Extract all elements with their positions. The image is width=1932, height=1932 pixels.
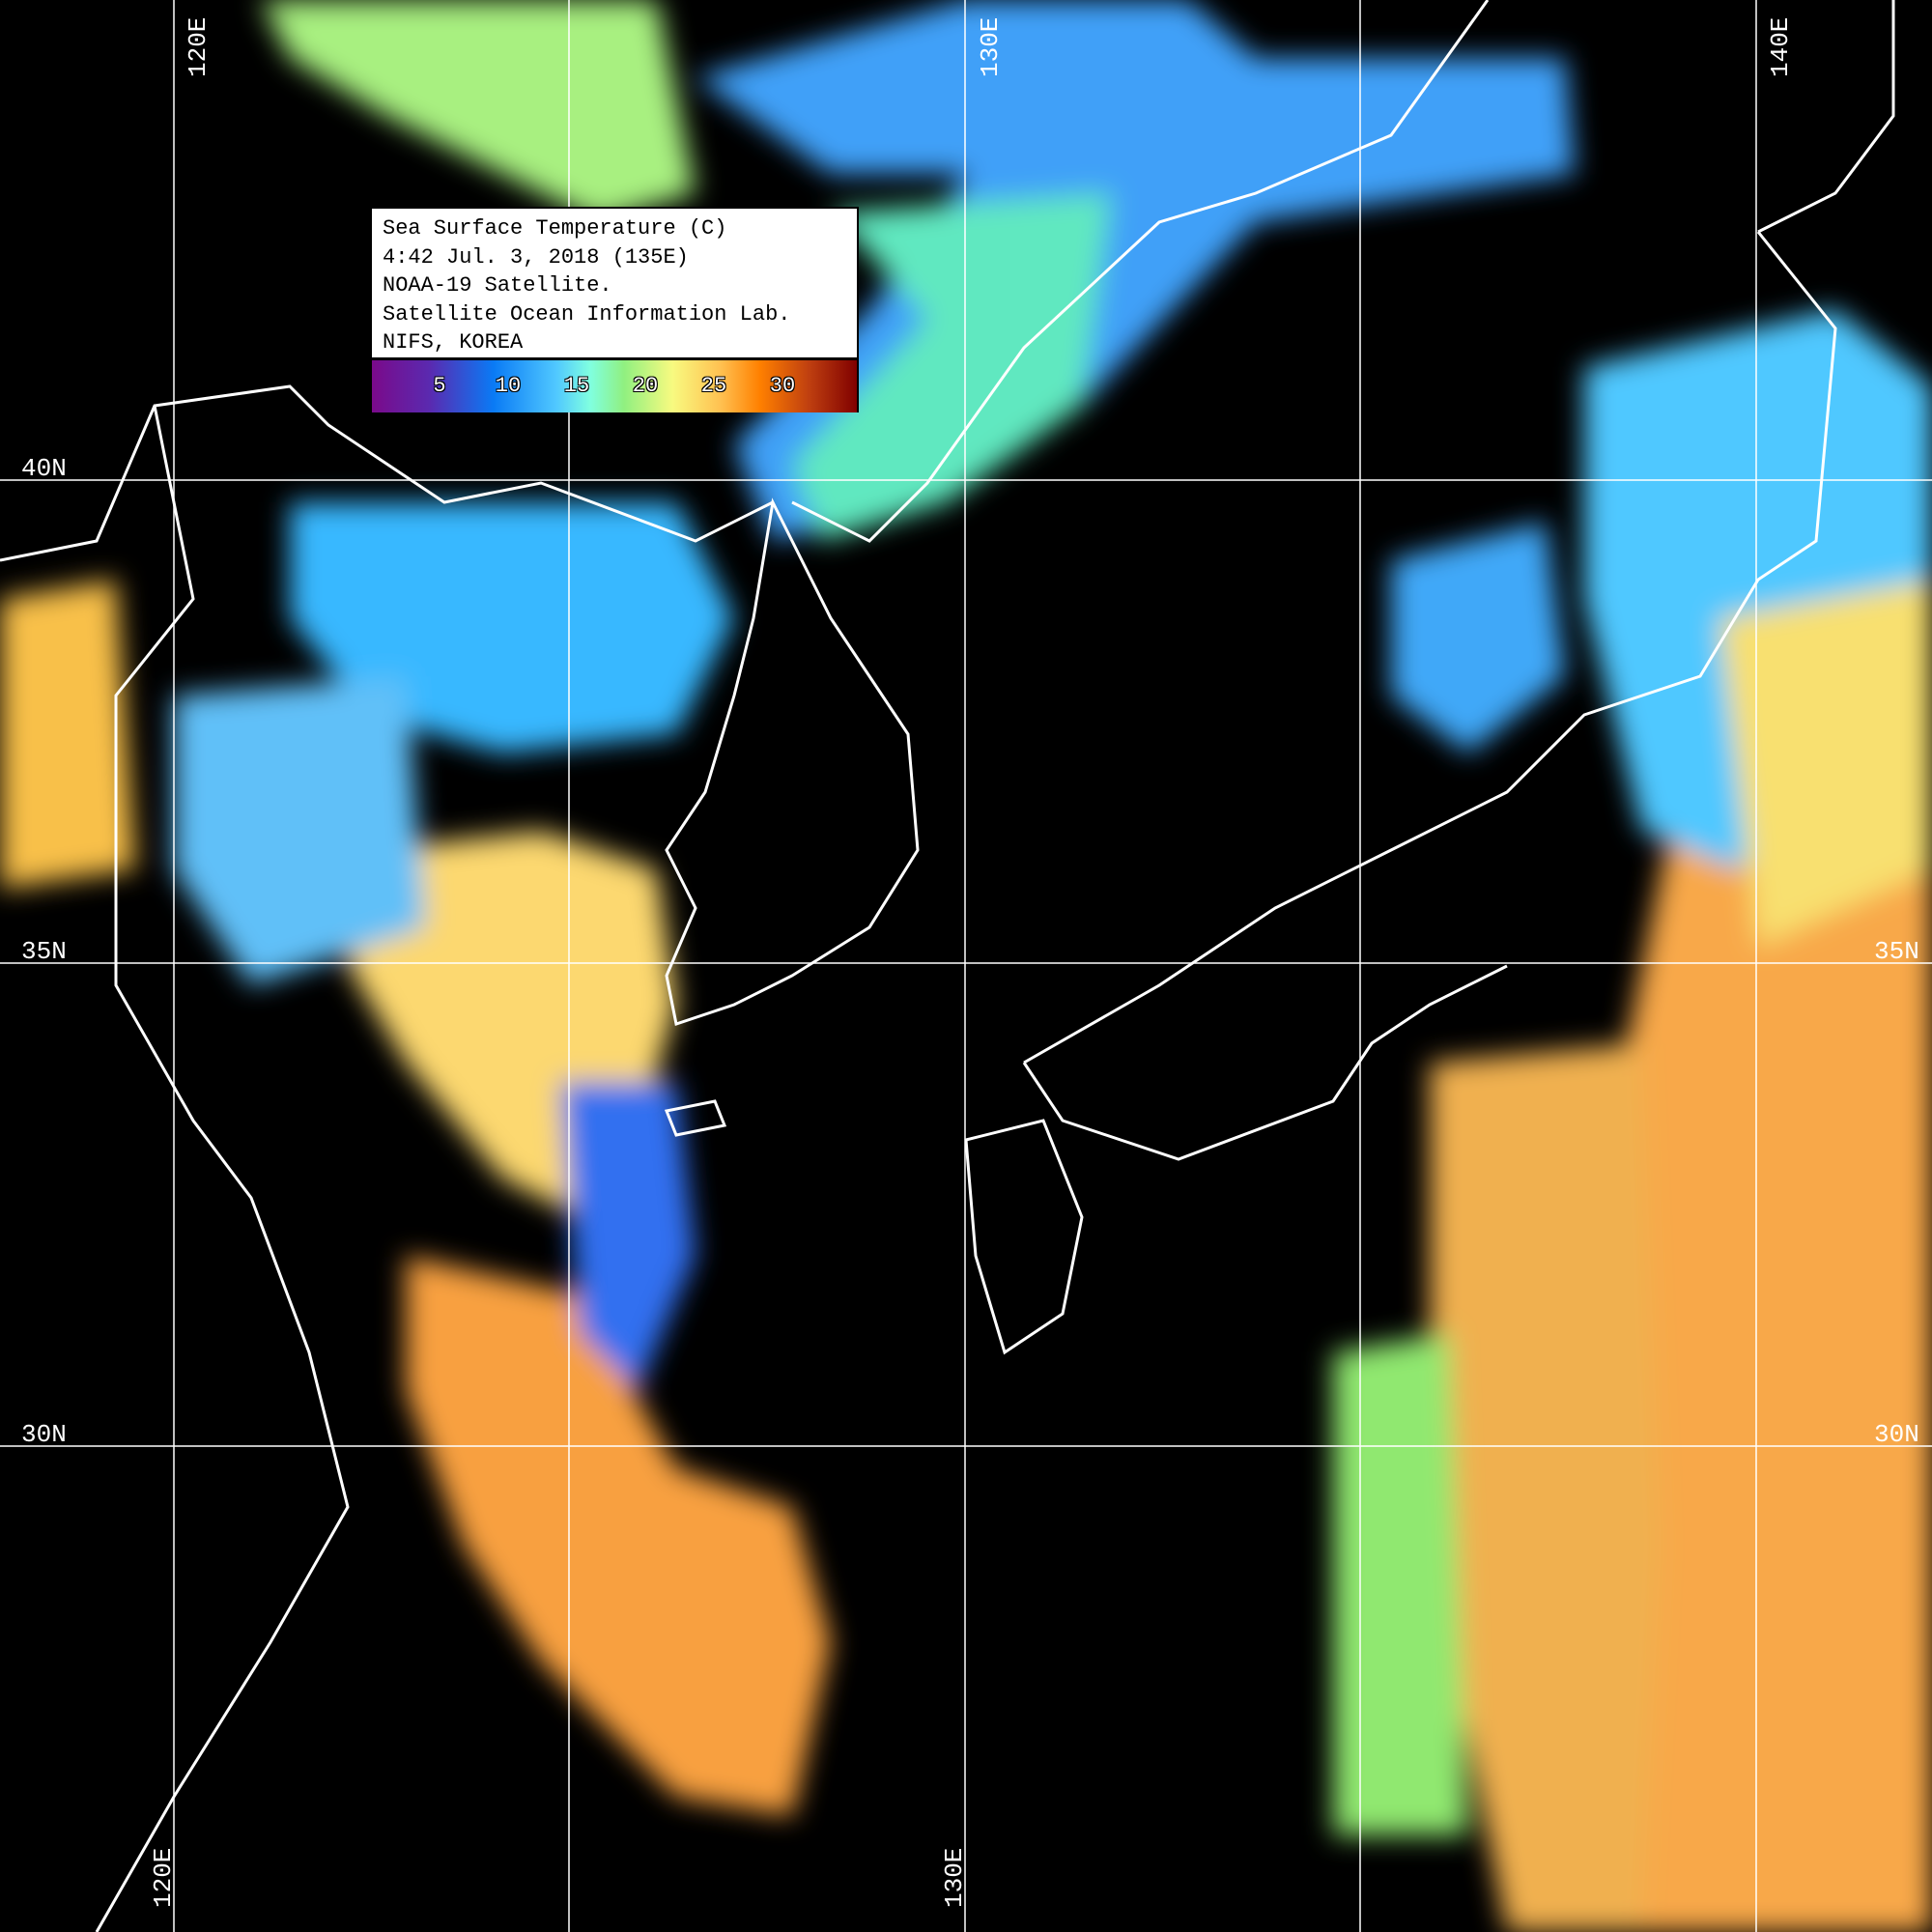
sst-patch-east-china-sea [406, 1256, 831, 1816]
legend-satellite: NOAA-19 Satellite. [383, 273, 612, 298]
sst-patch-pacific-mid [1430, 1043, 1662, 1932]
sst-patch-south-green [1333, 1333, 1468, 1835]
lat-label-right-35n: 35N [1874, 937, 1919, 966]
sst-patch-kuroshio-blue [560, 1082, 696, 1391]
colorbar-tick-15: 15 [563, 374, 590, 398]
sst-patch-japan-east-yellow [1719, 580, 1932, 947]
sst-patch-bohai [174, 676, 425, 985]
coastline-hokkaido [1757, 0, 1895, 234]
legend-lab: Satellite Ocean Information Lab. [383, 301, 791, 327]
coastline-korea [665, 497, 920, 1026]
legend-datetime: 4:42 Jul. 3, 2018 (135E) [383, 244, 689, 270]
legend-title: Sea Surface Temperature (C) [383, 216, 727, 241]
grid-labels: 120E 130E 140E 120E 130E 40N 35N 30N 35N… [21, 17, 1919, 1908]
sst-patch-north-cyan [792, 193, 1111, 541]
legend-institution: NIFS, KOREA [383, 330, 524, 355]
sst-patch-west-land [0, 580, 135, 889]
coastline-russia [791, 0, 1490, 543]
colorbar-tick-10: 10 [495, 374, 522, 398]
legend-text: Sea Surface Temperature (C) 4:42 Jul. 3, … [372, 209, 857, 357]
lon-label-top-120e: 120E [184, 17, 213, 77]
coastline-kyushu [964, 1119, 1084, 1355]
coastline-china [0, 384, 774, 1932]
lon-label-bottom-120e: 120E [149, 1848, 178, 1908]
colorbar-tick-20: 20 [632, 374, 659, 398]
lat-label-left-40n: 40N [21, 454, 67, 483]
lat-label-left-30n: 30N [21, 1420, 67, 1449]
lat-label-left-35n: 35N [21, 937, 67, 966]
colorbar-tick-25: 25 [700, 374, 727, 398]
coastline-japan-honshu [1023, 231, 1837, 1065]
lon-label-top-130e: 130E [976, 17, 1005, 77]
sst-patch-north-green [261, 0, 696, 222]
lat-label-right-30n: 30N [1874, 1420, 1919, 1449]
lon-label-bottom-130e: 130E [940, 1848, 969, 1908]
legend-box: Sea Surface Temperature (C) 4:42 Jul. 3, … [370, 207, 859, 412]
colorbar: 5 10 15 20 25 30 [372, 360, 857, 412]
sst-patch-japan-sea-blue [1391, 522, 1565, 753]
colorbar-tick-30: 30 [769, 374, 796, 398]
coastline-japan-south [1022, 964, 1508, 1161]
coastline-jeju [664, 1099, 727, 1137]
lon-label-top-140e: 140E [1766, 17, 1795, 77]
colorbar-tick-5: 5 [433, 374, 446, 398]
